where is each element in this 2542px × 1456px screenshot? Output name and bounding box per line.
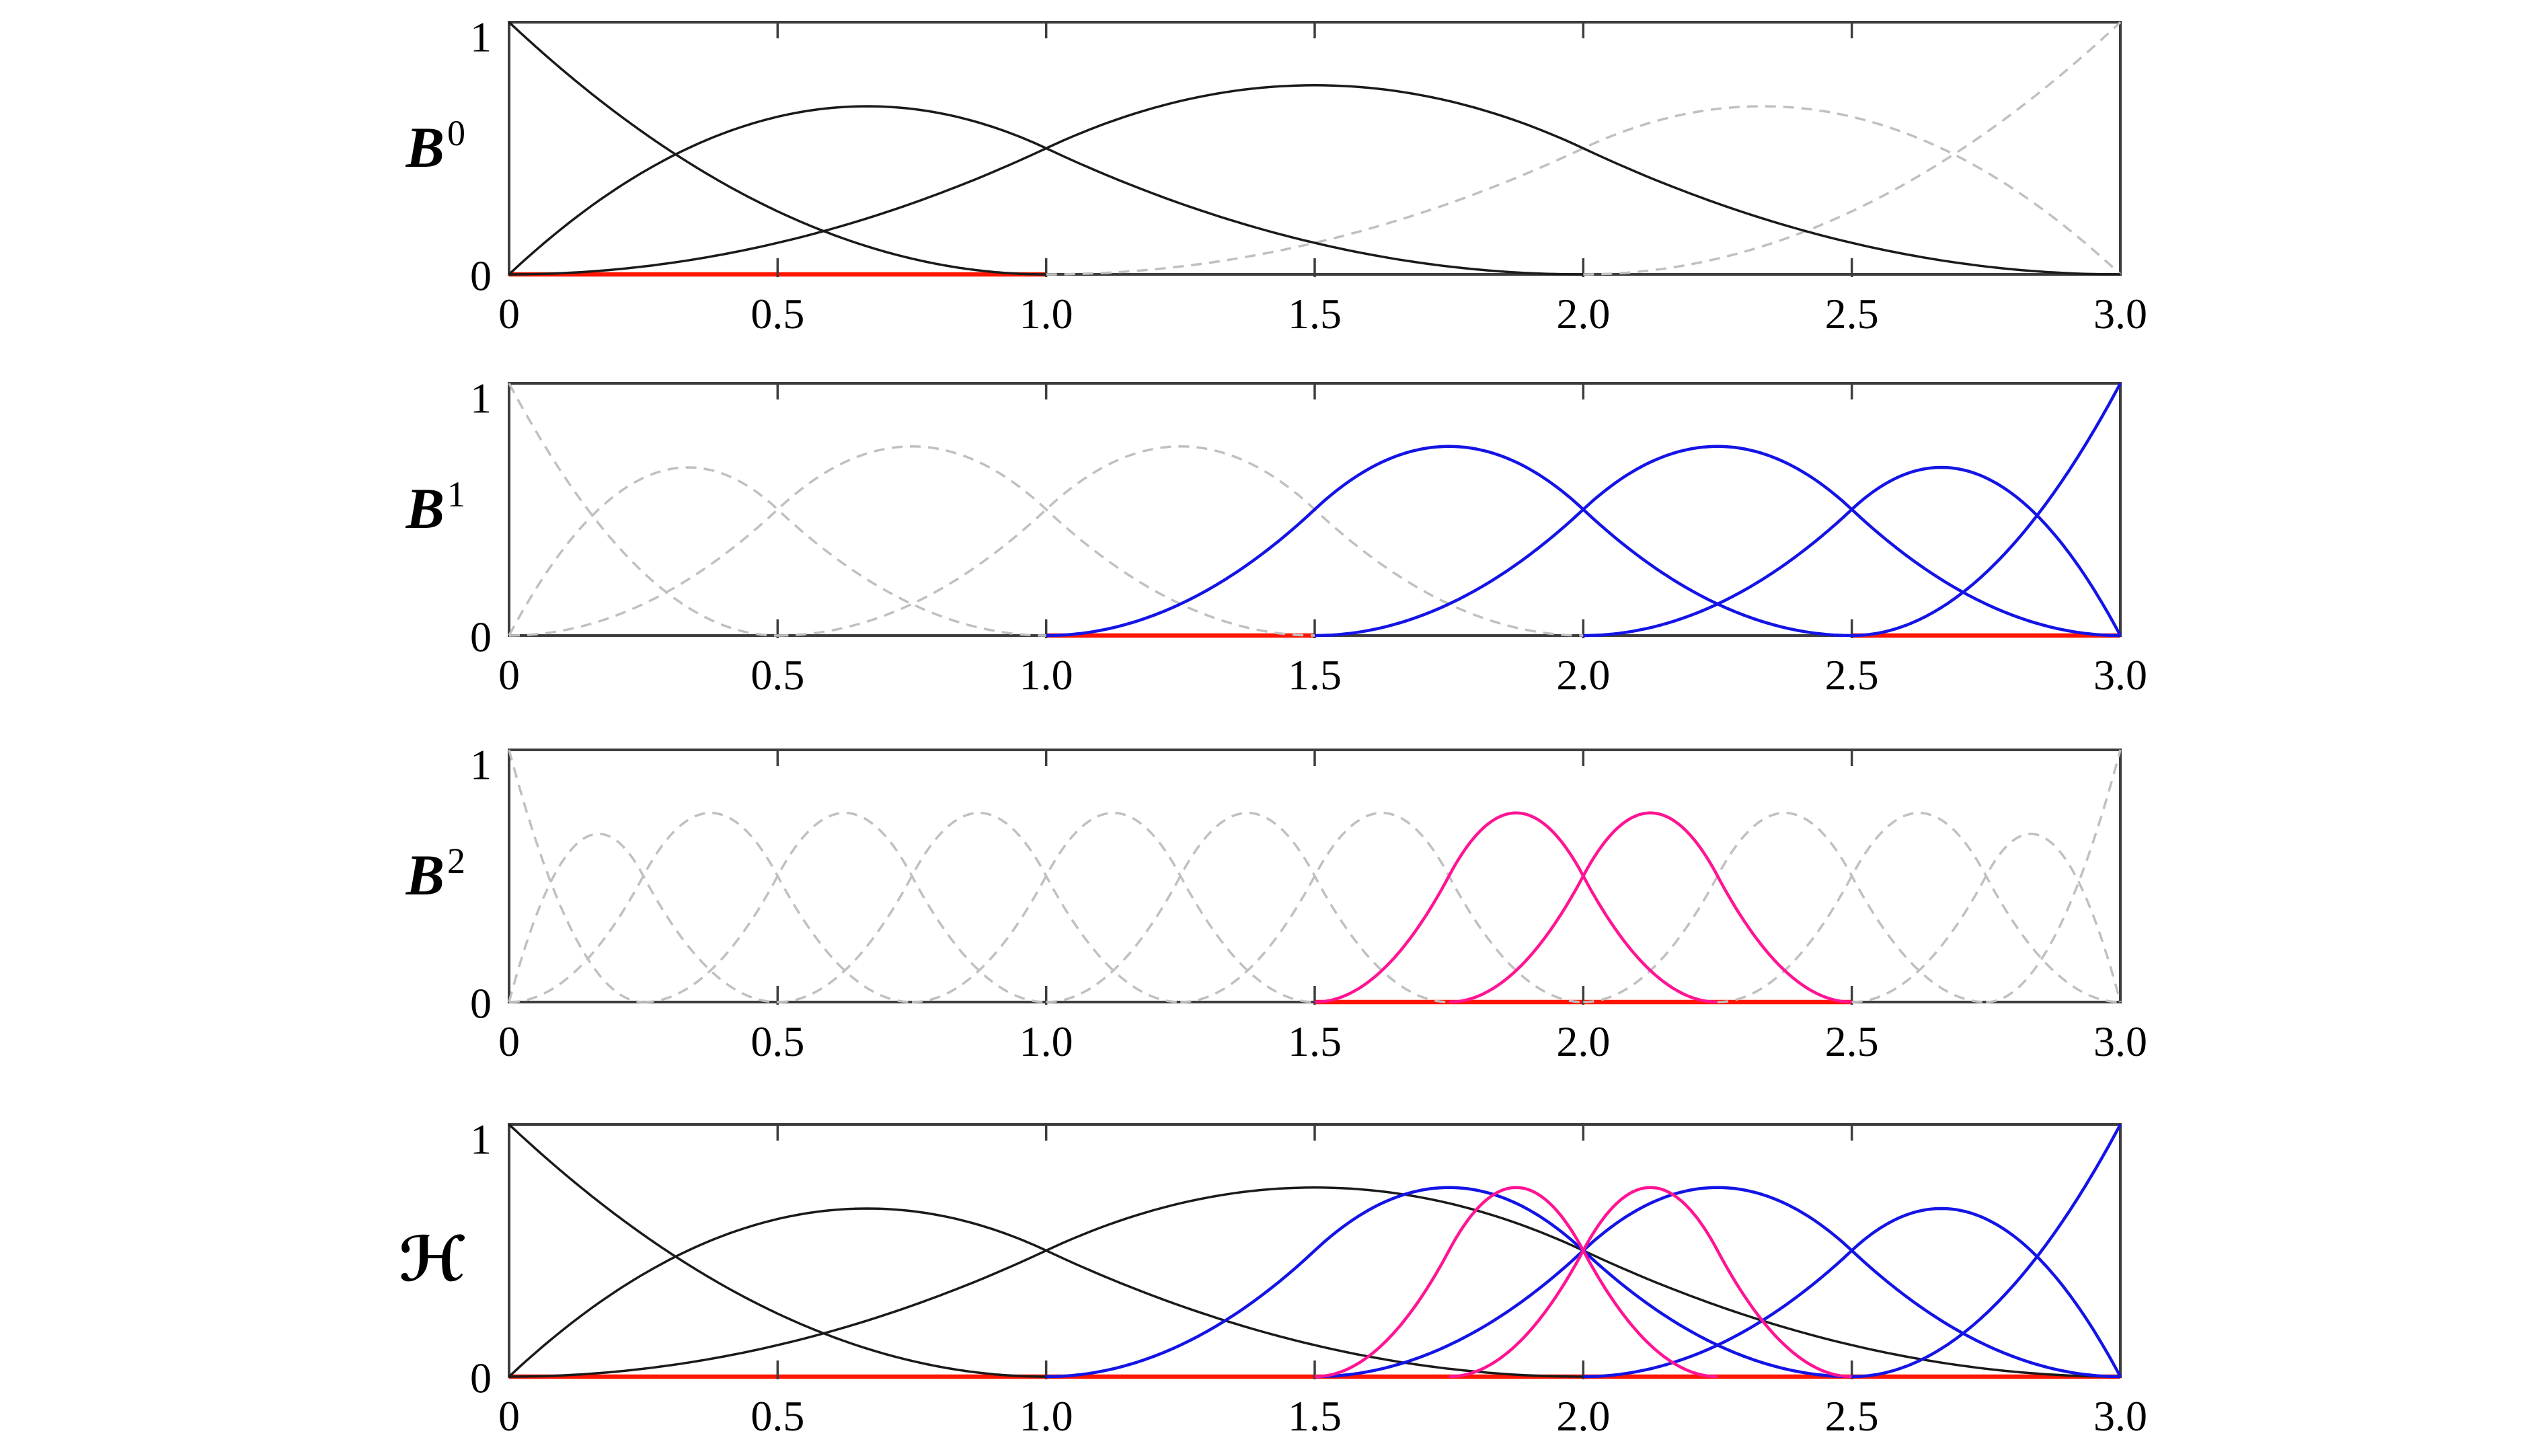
x-tick-label: 0.5 bbox=[750, 1018, 804, 1065]
x-tick-label: 1.5 bbox=[1288, 651, 1342, 699]
curve-b2-b2_13 bbox=[1985, 749, 2122, 1003]
curve-b1-b1_6 bbox=[1583, 465, 2122, 638]
x-tick-label: 3.0 bbox=[2093, 651, 2147, 699]
curve-b2-b2_11 bbox=[1717, 812, 2121, 1003]
curve-b2-b2_5 bbox=[911, 812, 1315, 1003]
x-tick-label: 1.5 bbox=[1288, 290, 1342, 338]
y-tick-label-one: 1 bbox=[470, 375, 492, 422]
curve-b0-b0_1 bbox=[508, 105, 1584, 276]
x-tick-label: 1.5 bbox=[1288, 1392, 1342, 1440]
curve-b0-b0_2 bbox=[508, 84, 2121, 276]
y-tick-label-zero: 0 bbox=[470, 252, 492, 300]
panel-label-base-text: B bbox=[406, 476, 445, 541]
y-tick-label-one: 1 bbox=[470, 1116, 492, 1163]
curve-b2-b2_12 bbox=[1851, 833, 2122, 1003]
x-tick-label: 1.0 bbox=[1019, 1392, 1073, 1440]
panel-label-b0: B0 bbox=[406, 113, 465, 180]
curve-h-b1_6 bbox=[1583, 1206, 2122, 1379]
panel-label-superscript: 2 bbox=[447, 841, 465, 881]
x-tick-label: 3.0 bbox=[2093, 290, 2147, 338]
y-tick-label-zero: 0 bbox=[470, 613, 492, 661]
curve-b1-b1_1 bbox=[508, 466, 1046, 637]
curve-b2-b2_7 bbox=[1180, 812, 1584, 1003]
curve-b2-b2_1 bbox=[508, 833, 778, 1003]
x-tick-label: 1.0 bbox=[1019, 1018, 1073, 1065]
x-tick-label: 0 bbox=[498, 651, 520, 699]
curve-b2-b2_0 bbox=[508, 749, 644, 1003]
panel-label-base-text: ℋ bbox=[399, 1223, 465, 1295]
panel-h: 1 00 0.5 1.0 1.5 2.0 2.5 3.0 ℋ bbox=[399, 1116, 2147, 1441]
x-tick-label: 1.0 bbox=[1019, 290, 1073, 338]
y-tick-label-zero: 0 bbox=[470, 1354, 492, 1402]
x-tick-label: 2.5 bbox=[1825, 1018, 1879, 1065]
x-tick-label: 0.5 bbox=[750, 290, 804, 338]
curve-b0-b0_0 bbox=[508, 21, 1046, 276]
x-tick-label: 2.0 bbox=[1556, 1392, 1610, 1440]
curve-h-b2_8 bbox=[1314, 1186, 1718, 1379]
curve-b0-b0_3 bbox=[1046, 105, 2122, 276]
curve-h-b0_2 bbox=[508, 1186, 2121, 1378]
x-tick-label: 0.5 bbox=[750, 651, 804, 699]
x-tick-label: 0 bbox=[498, 1018, 520, 1065]
x-tick-label: 3.0 bbox=[2093, 1392, 2147, 1440]
curve-b0-b0_4 bbox=[1583, 21, 2122, 276]
curve-b1-b1_7 bbox=[1851, 382, 2122, 638]
y-tick-label-one: 1 bbox=[470, 741, 492, 789]
curve-b1-b1_4 bbox=[1046, 445, 1852, 638]
x-tick-label: 2.0 bbox=[1556, 651, 1610, 699]
curve-b2-b2_3 bbox=[643, 812, 1046, 1003]
x-tick-label: 2.0 bbox=[1556, 290, 1610, 338]
x-tick-label: 0 bbox=[498, 1392, 520, 1440]
x-tick-label: 0.5 bbox=[750, 1392, 804, 1440]
panel-label-b1: B1 bbox=[406, 474, 465, 541]
curve-b2-b2_10 bbox=[1583, 812, 1987, 1003]
curve-h-b1_5 bbox=[1314, 1186, 2121, 1379]
y-tick-label-one: 1 bbox=[470, 13, 492, 61]
plot-frame bbox=[508, 21, 2122, 276]
curve-b1-b1_0 bbox=[508, 383, 778, 637]
curve-h-b0_1 bbox=[508, 1207, 1584, 1378]
x-tick-label: 2.0 bbox=[1556, 1018, 1610, 1065]
x-tick-label: 2.5 bbox=[1825, 290, 1879, 338]
panel-b2: 1 00 0.5 1.0 1.5 2.0 2.5 3.0 B2 bbox=[406, 741, 2147, 1066]
curve-b1-b1_2 bbox=[508, 445, 1315, 637]
curve-h-b1_4 bbox=[1046, 1186, 1852, 1379]
curve-b2-b2_9 bbox=[1449, 811, 1852, 1004]
panel-label-base-text: B bbox=[406, 115, 445, 180]
panel-label-b2: B2 bbox=[406, 841, 465, 907]
x-tick-label: 0 bbox=[498, 290, 520, 338]
curve-h-b1_7 bbox=[1851, 1123, 2122, 1379]
panel-label-superscript: 1 bbox=[447, 474, 465, 514]
curve-b2-b2_8 bbox=[1314, 811, 1718, 1004]
curve-b1-b1_3 bbox=[777, 445, 1584, 637]
curve-h-b2_9 bbox=[1449, 1186, 1852, 1379]
x-tick-label: 1.5 bbox=[1288, 1018, 1342, 1065]
curve-b2-b2_4 bbox=[777, 812, 1181, 1003]
y-tick-label-zero: 0 bbox=[470, 980, 492, 1028]
curve-h-b0_0 bbox=[508, 1123, 1046, 1378]
curve-b1-b1_5 bbox=[1314, 445, 2121, 638]
x-tick-label: 2.5 bbox=[1825, 651, 1879, 699]
x-tick-label: 1.0 bbox=[1019, 651, 1073, 699]
panel-label-superscript: 0 bbox=[447, 113, 465, 153]
curve-b2-b2_2 bbox=[508, 812, 913, 1003]
panel-b0: 100 0.5 1.0 1.5 2.0 2.5 3.0B0 bbox=[406, 13, 2147, 338]
panel-label-base-text: B bbox=[406, 843, 445, 907]
x-tick-label: 2.5 bbox=[1825, 1392, 1879, 1440]
x-tick-label: 3.0 bbox=[2093, 1018, 2147, 1065]
panel-label-h: ℋ bbox=[399, 1223, 465, 1295]
curve-b2-b2_6 bbox=[1046, 812, 1449, 1003]
panel-b1: 100 0.5 1.0 1.5 2.0 2.5 3.0B1 bbox=[406, 375, 2147, 699]
